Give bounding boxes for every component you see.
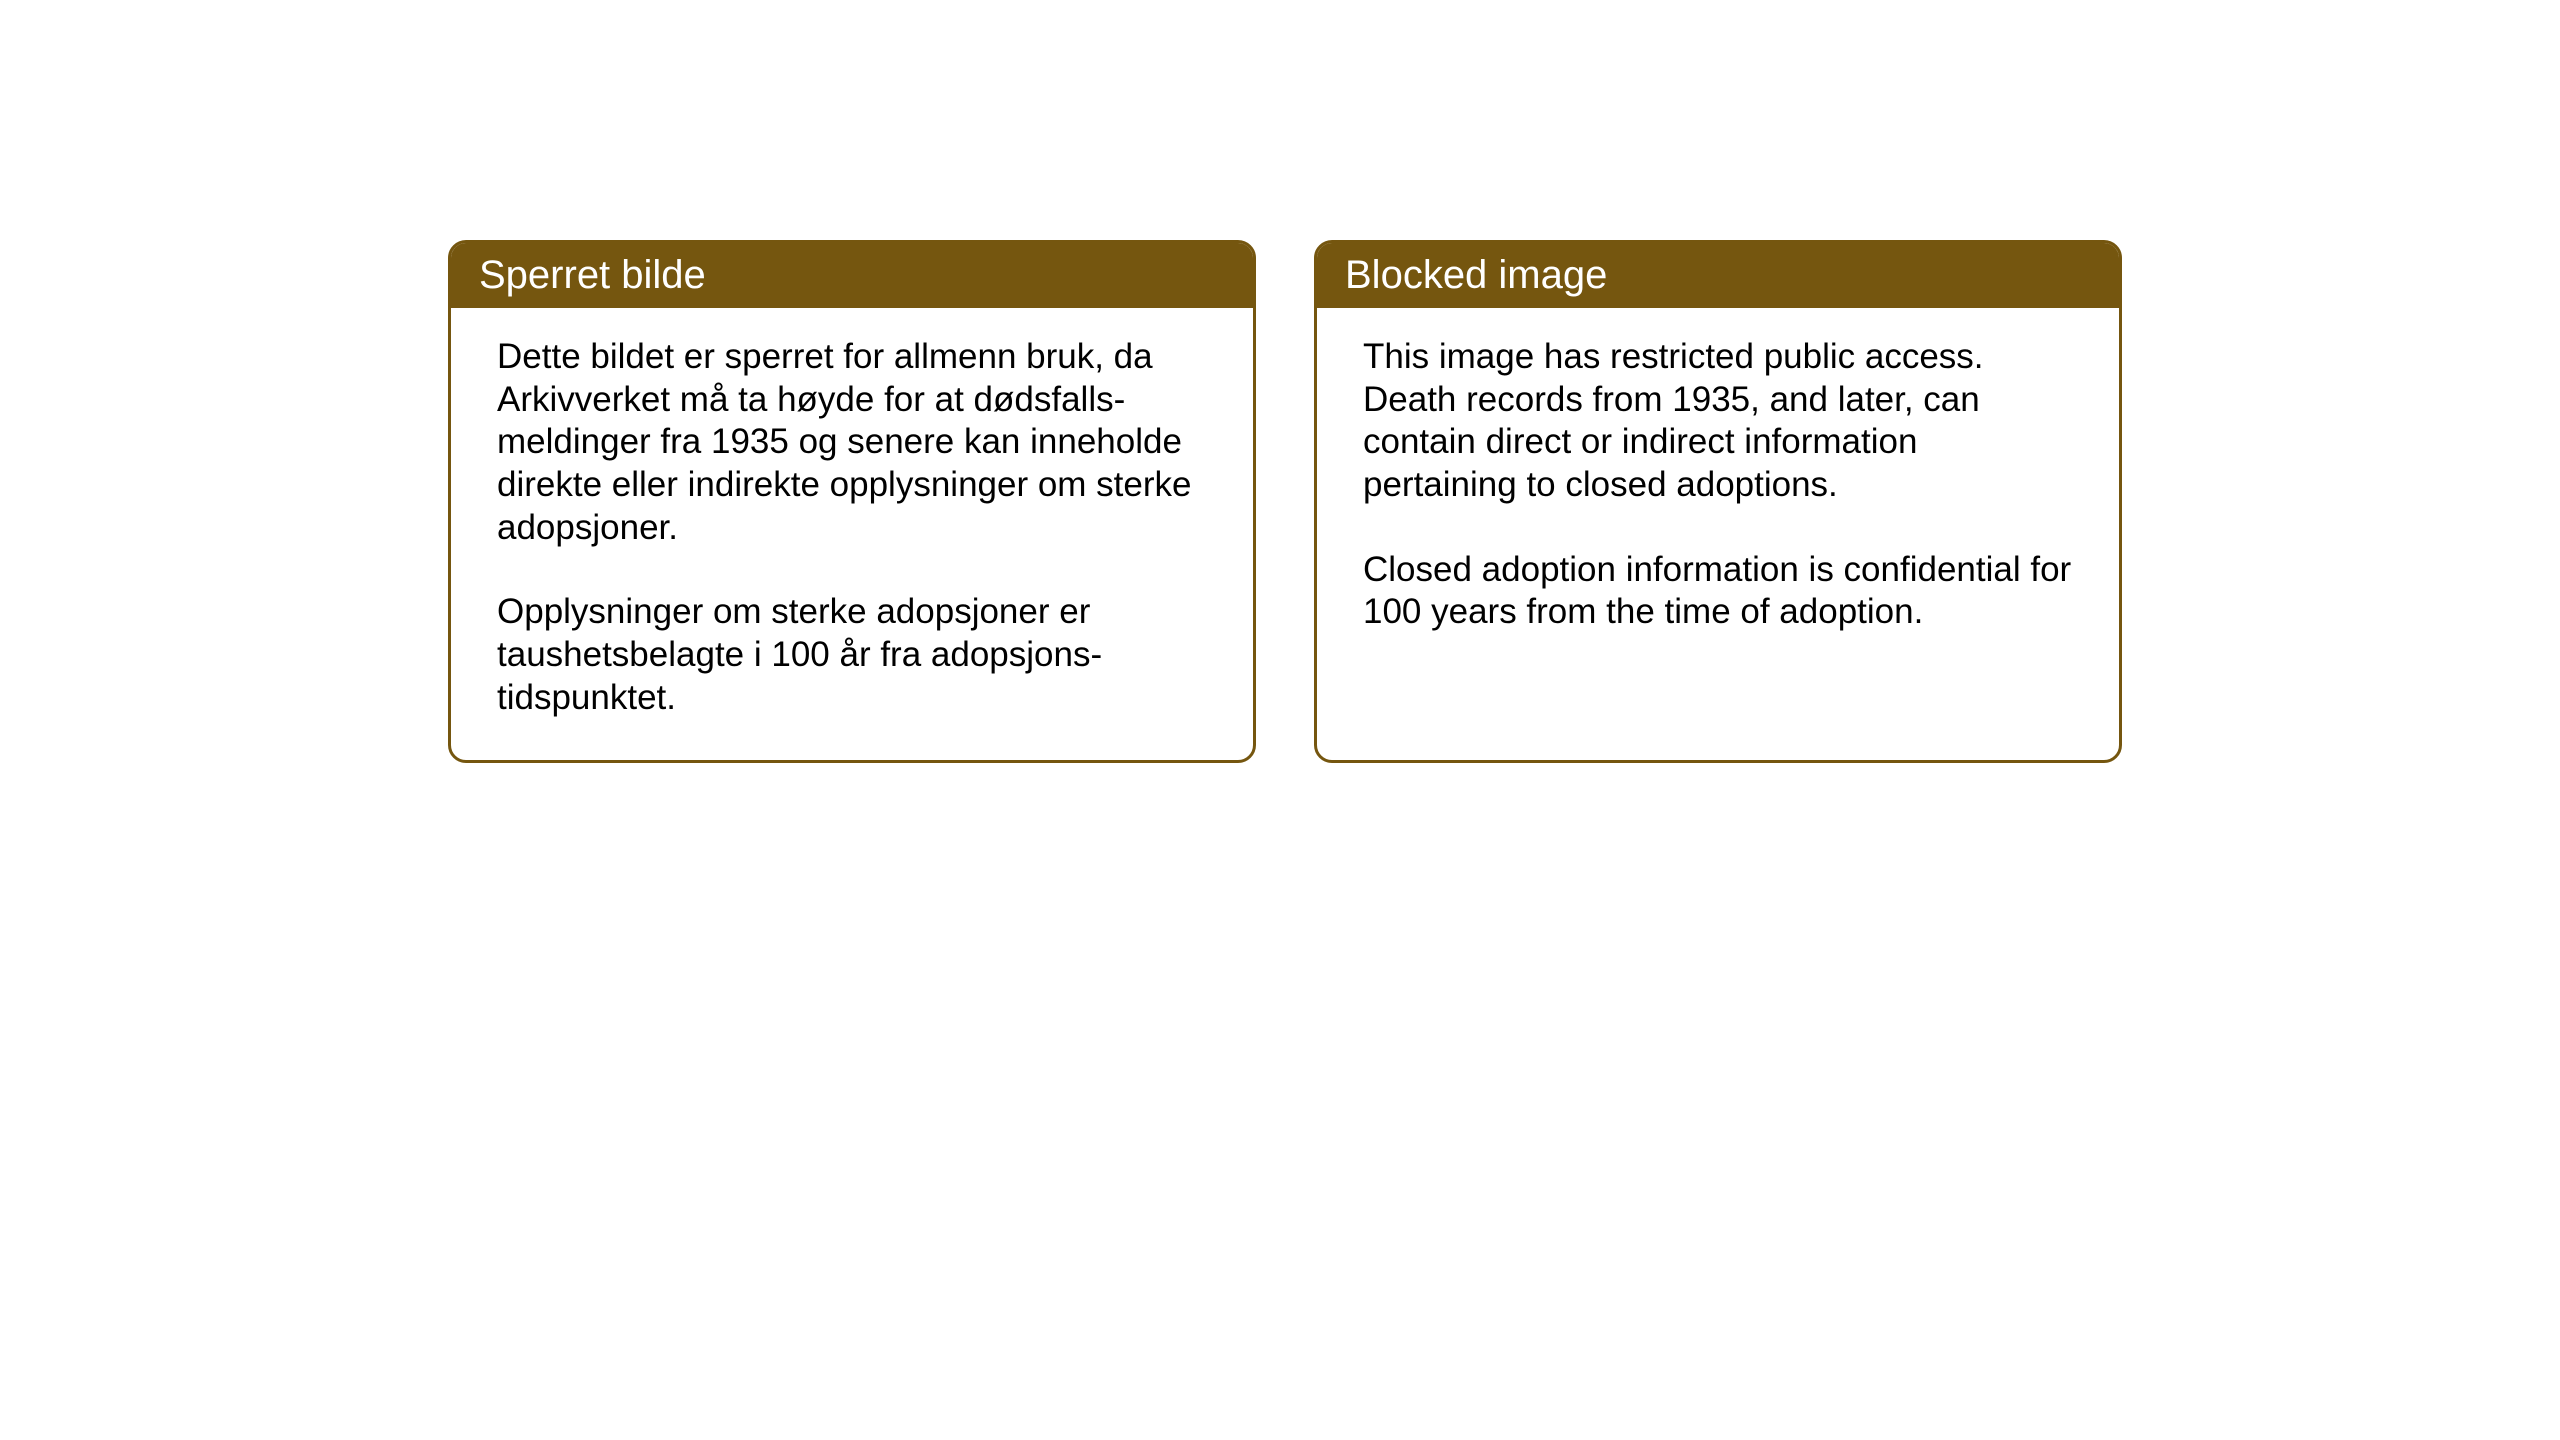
norwegian-card-title: Sperret bilde [451, 243, 1253, 308]
notice-container: Sperret bilde Dette bildet er sperret fo… [448, 240, 2122, 763]
english-notice-card: Blocked image This image has restricted … [1314, 240, 2122, 763]
norwegian-notice-card: Sperret bilde Dette bildet er sperret fo… [448, 240, 1256, 763]
english-paragraph-2: Closed adoption information is confident… [1363, 549, 2073, 634]
english-card-body: This image has restricted public access.… [1317, 308, 2119, 748]
norwegian-paragraph-2: Opplysninger om sterke adopsjoner er tau… [497, 591, 1207, 719]
english-card-title: Blocked image [1317, 243, 2119, 308]
norwegian-paragraph-1: Dette bildet er sperret for allmenn bruk… [497, 336, 1207, 549]
english-paragraph-1: This image has restricted public access.… [1363, 336, 2073, 507]
norwegian-card-body: Dette bildet er sperret for allmenn bruk… [451, 308, 1253, 760]
